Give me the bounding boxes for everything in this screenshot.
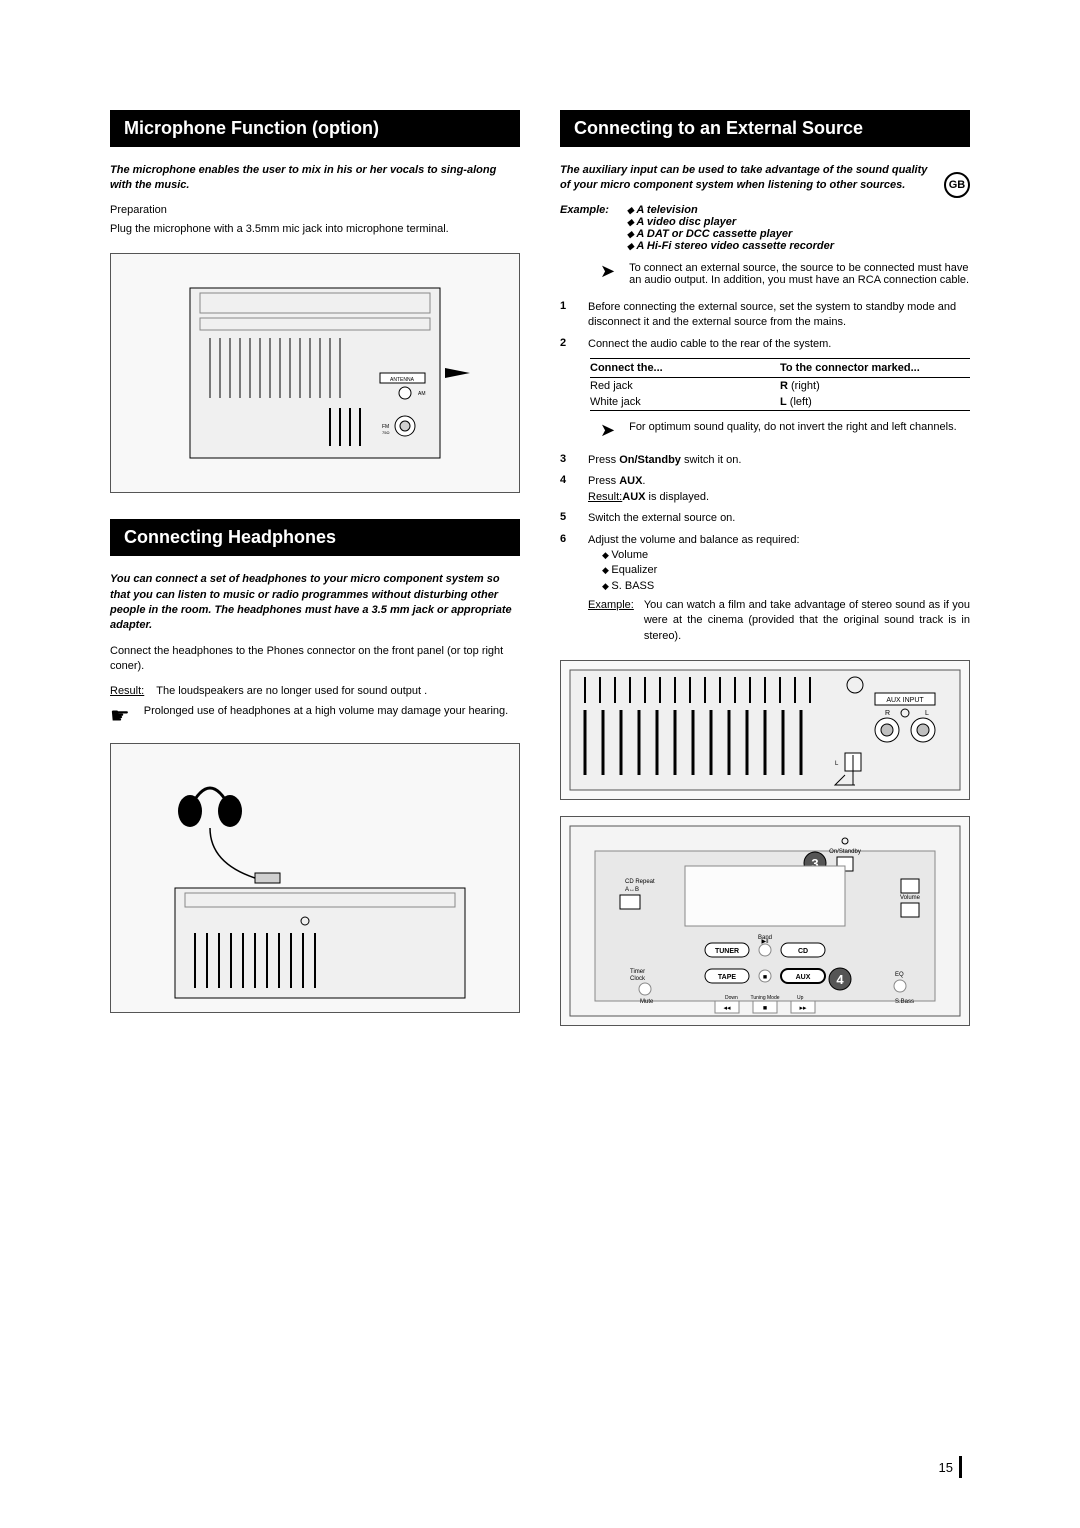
- table-cell: White jack: [590, 396, 780, 408]
- step-number: 1: [560, 300, 572, 331]
- step-1: 1 Before connecting the external source,…: [560, 300, 970, 331]
- table-cell: R (right): [780, 380, 970, 392]
- step-number: 2: [560, 337, 572, 352]
- example-text: You can watch a film and take advantage …: [644, 598, 970, 644]
- result-label: Result:: [110, 685, 144, 697]
- step-number: 4: [560, 474, 572, 505]
- example-list: A television A video disc player A DAT o…: [627, 204, 834, 252]
- svg-text:Down: Down: [725, 995, 738, 1001]
- svg-text:▶‖: ▶‖: [761, 939, 768, 945]
- external-intro: The auxiliary input can be used to take …: [560, 163, 970, 194]
- svg-text:CD: CD: [798, 948, 808, 955]
- note-rca: ➤ To connect an external source, the sou…: [600, 262, 970, 286]
- svg-text:■: ■: [763, 974, 767, 981]
- step-text: Press On/Standby switch it on.: [588, 453, 970, 468]
- note-arrow-icon: ➤: [600, 262, 615, 286]
- bullet-item: S. BASS: [602, 579, 970, 594]
- example-item: A television: [627, 204, 834, 216]
- note-arrow-icon: ➤: [600, 421, 615, 439]
- svg-text:S.Bass: S.Bass: [895, 999, 914, 1005]
- step-text: Adjust the volume and balance as require…: [588, 533, 970, 645]
- svg-text:Clock: Clock: [630, 976, 646, 982]
- note-channels: ➤ For optimum sound quality, do not inve…: [600, 421, 970, 439]
- front-panel-diagram: On/Standby 3 CD Repeat A↔B Volume Band T…: [560, 816, 970, 1026]
- step-number: 3: [560, 453, 572, 468]
- svg-text:■: ■: [763, 1005, 767, 1012]
- svg-text:On/Standby: On/Standby: [829, 849, 861, 855]
- preparation-label: Preparation: [110, 204, 520, 216]
- preparation-text: Plug the microphone with a 3.5mm mic jac…: [110, 222, 520, 237]
- section-title-headphones: Connecting Headphones: [110, 519, 520, 556]
- example-label: Example:: [588, 598, 634, 644]
- right-column: Connecting to an External Source The aux…: [560, 110, 970, 1052]
- result-text: The loudspeakers are no longer used for …: [156, 685, 427, 697]
- step-number: 6: [560, 533, 572, 645]
- table-cell: L (left): [780, 396, 970, 408]
- section-title-external: Connecting to an External Source: [560, 110, 970, 147]
- mic-intro: The microphone enables the user to mix i…: [110, 163, 520, 194]
- svg-text:AUX: AUX: [796, 974, 811, 981]
- svg-text:EQ: EQ: [895, 972, 904, 978]
- connector-table: Connect the... To the connector marked..…: [590, 358, 970, 411]
- svg-text:CD Repeat: CD Repeat: [625, 879, 655, 885]
- table-cell: Red jack: [590, 380, 780, 392]
- step-6: 6 Adjust the volume and balance as requi…: [560, 533, 970, 645]
- svg-text:Timer: Timer: [630, 969, 645, 975]
- step-text: Before connecting the external source, s…: [588, 300, 970, 331]
- step6-bullets: Volume Equalizer S. BASS: [602, 548, 970, 594]
- step-2: 2 Connect the audio cable to the rear of…: [560, 337, 970, 352]
- note-text: For optimum sound quality, do not invert…: [629, 421, 957, 439]
- svg-text:TUNER: TUNER: [715, 948, 739, 955]
- step-4: 4 Press AUX. Result:AUX is displayed.: [560, 474, 970, 505]
- table-row: Red jack R (right): [590, 378, 970, 394]
- table-header: Connect the...: [590, 362, 780, 374]
- example-item: A DAT or DCC cassette player: [627, 228, 834, 240]
- headphones-body: Connect the headphones to the Phones con…: [110, 644, 520, 675]
- mic-rear-diagram: ANTENNA AM FM 75Ω: [110, 253, 520, 493]
- step-3: 3 Press On/Standby switch it on.: [560, 453, 970, 468]
- pointer-icon: ☛: [110, 705, 130, 727]
- left-column: Microphone Function (option) The microph…: [110, 110, 520, 1052]
- step-text: Press AUX. Result:AUX is displayed.: [588, 474, 970, 505]
- svg-text:Tuning Mode: Tuning Mode: [751, 995, 780, 1001]
- svg-text:4: 4: [836, 972, 844, 987]
- section-title-mic: Microphone Function (option): [110, 110, 520, 147]
- page-number: 15: [939, 1456, 962, 1478]
- svg-text:A↔B: A↔B: [625, 887, 639, 893]
- bullet-item: Equalizer: [602, 563, 970, 578]
- step-text: Switch the external source on.: [588, 511, 970, 526]
- table-row: White jack L (left): [590, 394, 970, 410]
- example-item: A video disc player: [627, 216, 834, 228]
- page-content: Microphone Function (option) The microph…: [110, 110, 970, 1052]
- svg-text:75Ω: 75Ω: [382, 430, 389, 435]
- aux-rear-diagram: AUX INPUT R L L: [560, 660, 970, 800]
- headphones-warning: ☛ Prolonged use of headphones at a high …: [110, 705, 520, 727]
- step6-example: Example: You can watch a film and take a…: [588, 598, 970, 644]
- step-number: 5: [560, 511, 572, 526]
- svg-text:Mute: Mute: [640, 999, 654, 1005]
- note-text: To connect an external source, the sourc…: [629, 262, 970, 286]
- example-item: A Hi-Fi stereo video cassette recorder: [627, 240, 834, 252]
- svg-text:TAPE: TAPE: [718, 974, 736, 981]
- svg-text:▸▸: ▸▸: [799, 1005, 807, 1012]
- svg-text:AM: AM: [418, 391, 426, 397]
- step-text: Connect the audio cable to the rear of t…: [588, 337, 970, 352]
- step-5: 5 Switch the external source on.: [560, 511, 970, 526]
- svg-text:AUX INPUT: AUX INPUT: [886, 697, 924, 704]
- example-label: Example:: [560, 204, 609, 252]
- svg-text:Volume: Volume: [900, 895, 921, 901]
- language-badge: GB: [944, 172, 970, 198]
- svg-text:ANTENNA: ANTENNA: [390, 377, 415, 383]
- example-block: Example: A television A video disc playe…: [560, 204, 970, 252]
- headphones-diagram: [110, 743, 520, 1013]
- svg-text:R: R: [885, 710, 890, 717]
- svg-text:◂◂: ◂◂: [723, 1005, 731, 1012]
- headphones-result: Result: The loudspeakers are no longer u…: [110, 685, 520, 697]
- headphones-intro: You can connect a set of headphones to y…: [110, 572, 520, 634]
- warning-text: Prolonged use of headphones at a high vo…: [144, 705, 508, 727]
- table-header: To the connector marked...: [780, 362, 970, 374]
- svg-text:Up: Up: [797, 995, 804, 1001]
- bullet-item: Volume: [602, 548, 970, 563]
- svg-text:L: L: [925, 710, 929, 717]
